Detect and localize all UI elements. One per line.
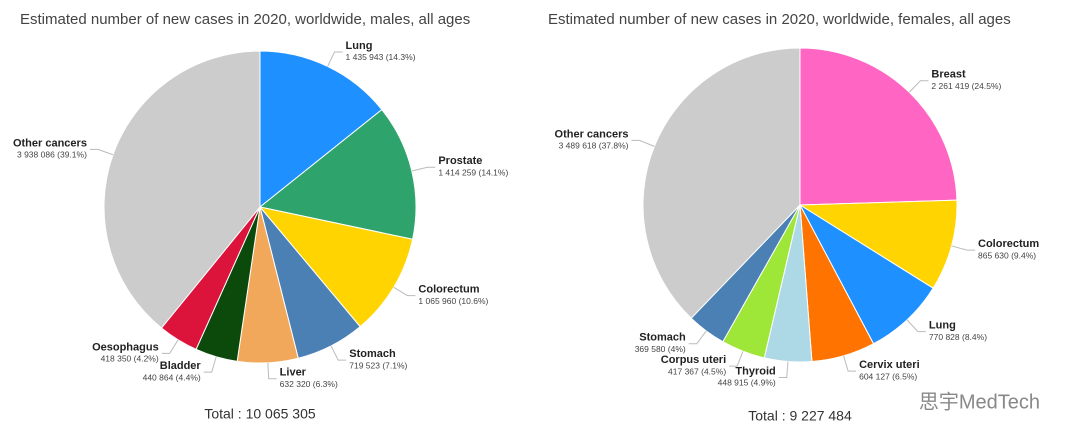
slice-label: Thyroid — [735, 365, 775, 377]
leader-line — [778, 361, 789, 378]
slice-value-label: 865 630 (9.4%) — [978, 250, 1036, 260]
pie-slice — [103, 50, 261, 329]
watermark: 思宇MedTech — [919, 390, 1040, 413]
slice-label: Colorectum — [418, 284, 479, 296]
pie-slice — [798, 199, 958, 289]
leader-line — [411, 166, 436, 172]
slice-label: Lung — [346, 40, 373, 52]
slice-value-label: 770 828 (8.4%) — [929, 332, 987, 342]
slice-label: Other cancers — [13, 137, 87, 149]
slice-value-label: 719 523 (7.1%) — [349, 360, 407, 370]
leader-line — [203, 356, 217, 373]
leader-line — [906, 319, 926, 333]
slice-label: Colorectum — [978, 238, 1039, 250]
slice-label: Prostate — [438, 155, 482, 167]
leader-line — [393, 286, 416, 297]
slice-value-label: 604 127 (6.5%) — [859, 371, 917, 381]
pie-slice — [259, 50, 383, 209]
chart-title: Estimated number of new cases in 2020, w… — [20, 11, 470, 28]
leader-line — [267, 362, 277, 380]
slice-value-label: 3 938 086 (39.1%) — [17, 150, 87, 160]
slice-value-label: 417 367 (4.5%) — [668, 366, 726, 376]
leader-line — [631, 139, 655, 147]
pie-slice — [642, 47, 801, 319]
slice-label: Other cancers — [555, 128, 629, 140]
leader-line — [161, 339, 179, 354]
slice-value-label: 3 489 618 (37.8%) — [559, 141, 629, 151]
pie-slice — [258, 206, 414, 328]
slice-label: Stomach — [349, 348, 396, 360]
total-label: Total : 9 227 484 — [748, 408, 852, 424]
slice-label: Cervix uteri — [859, 359, 920, 371]
slice-value-label: 440 864 (4.4%) — [143, 372, 201, 382]
slice-label: Breast — [931, 69, 966, 81]
slice-label: Bladder — [160, 360, 202, 372]
slice-label: Corpus uteri — [661, 354, 726, 366]
slice-value-label: 1 065 960 (10.6%) — [418, 296, 488, 306]
leader-line — [843, 355, 857, 372]
slice-value-label: 2 261 419 (24.5%) — [931, 81, 1001, 91]
leader-line — [688, 330, 707, 345]
slice-value-label: 1 414 259 (14.1%) — [438, 168, 508, 178]
leader-line — [951, 245, 976, 251]
leader-line — [330, 345, 347, 361]
leader-line — [89, 148, 114, 156]
total-label: Total : 10 065 305 — [204, 406, 316, 422]
slice-value-label: 369 580 (4%) — [635, 344, 686, 354]
leader-line — [729, 351, 744, 367]
slice-value-label: 418 350 (4.2%) — [101, 354, 159, 364]
slice-value-label: 448 915 (4.9%) — [718, 378, 776, 388]
slice-label: Liver — [280, 367, 307, 379]
slice-value-label: 632 320 (6.3%) — [280, 379, 338, 389]
chart-title: Estimated number of new cases in 2020, w… — [548, 11, 1011, 28]
leader-line — [327, 51, 343, 67]
slice-label: Stomach — [639, 332, 686, 344]
slice-label: Oesophagus — [92, 341, 159, 353]
slice-value-label: 1 435 943 (14.3%) — [346, 52, 416, 62]
slice-label: Lung — [929, 320, 956, 332]
leader-line — [908, 80, 929, 93]
